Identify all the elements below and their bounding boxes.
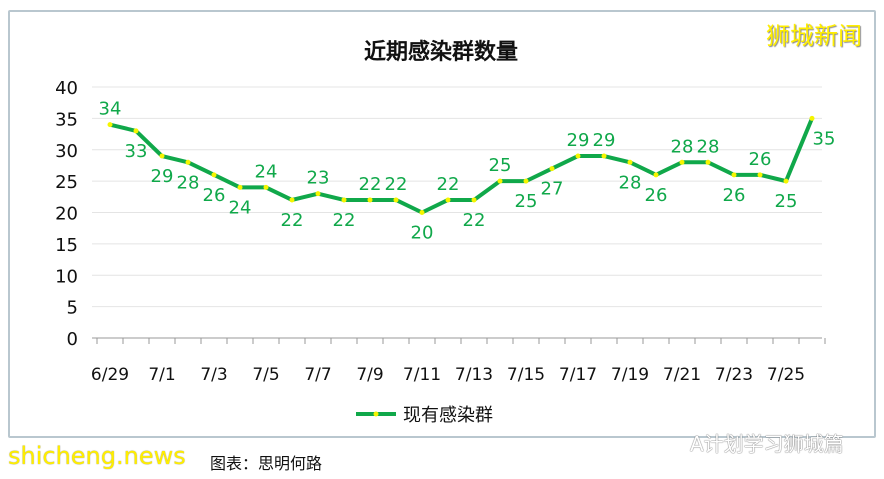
data-label: 23 bbox=[307, 168, 330, 189]
x-tick-label: 7/1 bbox=[148, 365, 175, 385]
legend-marker bbox=[373, 411, 379, 417]
data-label: 29 bbox=[567, 130, 590, 151]
data-label: 22 bbox=[437, 174, 460, 195]
y-tick-label: 30 bbox=[55, 141, 78, 162]
data-label: 33 bbox=[125, 141, 148, 162]
x-tick-label: 7/9 bbox=[356, 365, 383, 385]
x-tick-label: 7/21 bbox=[663, 365, 701, 385]
data-label: 27 bbox=[541, 179, 564, 200]
credit-text: 图表：思明何路 bbox=[210, 454, 323, 473]
data-label: 26 bbox=[749, 149, 772, 170]
data-point bbox=[107, 122, 113, 128]
data-point bbox=[601, 153, 607, 159]
x-tick-label: 7/19 bbox=[611, 365, 649, 385]
y-tick-label: 0 bbox=[67, 329, 78, 350]
data-point bbox=[549, 166, 555, 172]
data-point bbox=[419, 210, 425, 215]
watermark-site: shicheng.news bbox=[8, 442, 186, 470]
data-point bbox=[575, 153, 581, 159]
y-tick-label: 10 bbox=[55, 266, 78, 287]
data-label: 29 bbox=[151, 166, 174, 187]
data-point bbox=[523, 178, 529, 184]
data-point bbox=[133, 128, 139, 134]
y-tick-label: 5 bbox=[67, 298, 78, 319]
data-point bbox=[367, 197, 373, 203]
data-label: 22 bbox=[333, 210, 356, 231]
data-label: 22 bbox=[359, 174, 382, 195]
data-label: 26 bbox=[645, 185, 668, 206]
data-point bbox=[809, 115, 815, 121]
data-point bbox=[783, 178, 789, 184]
y-tick-label: 20 bbox=[55, 204, 78, 225]
x-tick-label: 7/23 bbox=[715, 365, 753, 385]
data-label: 25 bbox=[775, 191, 798, 212]
data-label: 28 bbox=[697, 136, 720, 157]
y-tick-label: 35 bbox=[55, 109, 78, 130]
data-point bbox=[627, 159, 633, 165]
data-point bbox=[445, 197, 451, 203]
data-label: 25 bbox=[489, 155, 512, 176]
data-label: 28 bbox=[619, 172, 642, 193]
watermark-logo: 狮城新闻 bbox=[766, 22, 862, 50]
x-tick-label: 7/13 bbox=[455, 365, 493, 385]
data-point bbox=[653, 172, 659, 178]
data-point bbox=[315, 191, 321, 197]
legend-label: 现有感染群 bbox=[403, 405, 493, 426]
data-label: 24 bbox=[229, 197, 252, 218]
data-label: 26 bbox=[723, 185, 746, 206]
chart-frame bbox=[8, 10, 876, 438]
x-tick-label: 7/5 bbox=[252, 365, 279, 385]
data-point bbox=[341, 197, 347, 203]
data-label: 20 bbox=[411, 223, 434, 244]
data-point bbox=[185, 159, 191, 165]
data-point bbox=[705, 159, 711, 165]
x-tick-label: 7/7 bbox=[304, 365, 331, 385]
data-point bbox=[471, 197, 477, 203]
x-tick-label: 7/15 bbox=[507, 365, 545, 385]
data-label: 25 bbox=[515, 191, 538, 212]
data-label: 22 bbox=[281, 210, 304, 231]
data-point bbox=[757, 172, 763, 178]
data-label: 22 bbox=[463, 210, 486, 231]
data-point bbox=[731, 172, 737, 178]
data-label: 34 bbox=[99, 99, 122, 120]
x-tick-label: 7/17 bbox=[559, 365, 597, 385]
data-label: 26 bbox=[203, 185, 226, 206]
x-tick-label: 7/25 bbox=[767, 365, 805, 385]
data-point bbox=[159, 153, 165, 159]
data-point bbox=[393, 197, 399, 203]
data-label: 28 bbox=[671, 136, 694, 157]
data-point bbox=[289, 197, 295, 203]
x-tick-label: 7/3 bbox=[200, 365, 227, 385]
data-point bbox=[679, 159, 685, 165]
data-label: 29 bbox=[593, 130, 616, 151]
data-point bbox=[263, 184, 269, 190]
data-label: 22 bbox=[385, 174, 408, 195]
x-tick-label: 7/11 bbox=[403, 365, 441, 385]
data-label: 24 bbox=[255, 161, 278, 182]
y-tick-label: 15 bbox=[55, 235, 78, 256]
data-label: 28 bbox=[177, 172, 200, 193]
x-tick-label: 6/29 bbox=[91, 365, 129, 385]
data-point bbox=[237, 184, 243, 190]
data-label: 35 bbox=[813, 128, 836, 149]
series-line bbox=[109, 117, 814, 215]
data-point bbox=[211, 172, 217, 178]
chart-title: 近期感染群数量 bbox=[364, 39, 518, 65]
y-tick-label: 25 bbox=[55, 172, 78, 193]
y-tick-label: 40 bbox=[55, 78, 78, 99]
data-point bbox=[497, 178, 503, 184]
watermark-account: A计划学习狮城篇 bbox=[690, 432, 844, 456]
